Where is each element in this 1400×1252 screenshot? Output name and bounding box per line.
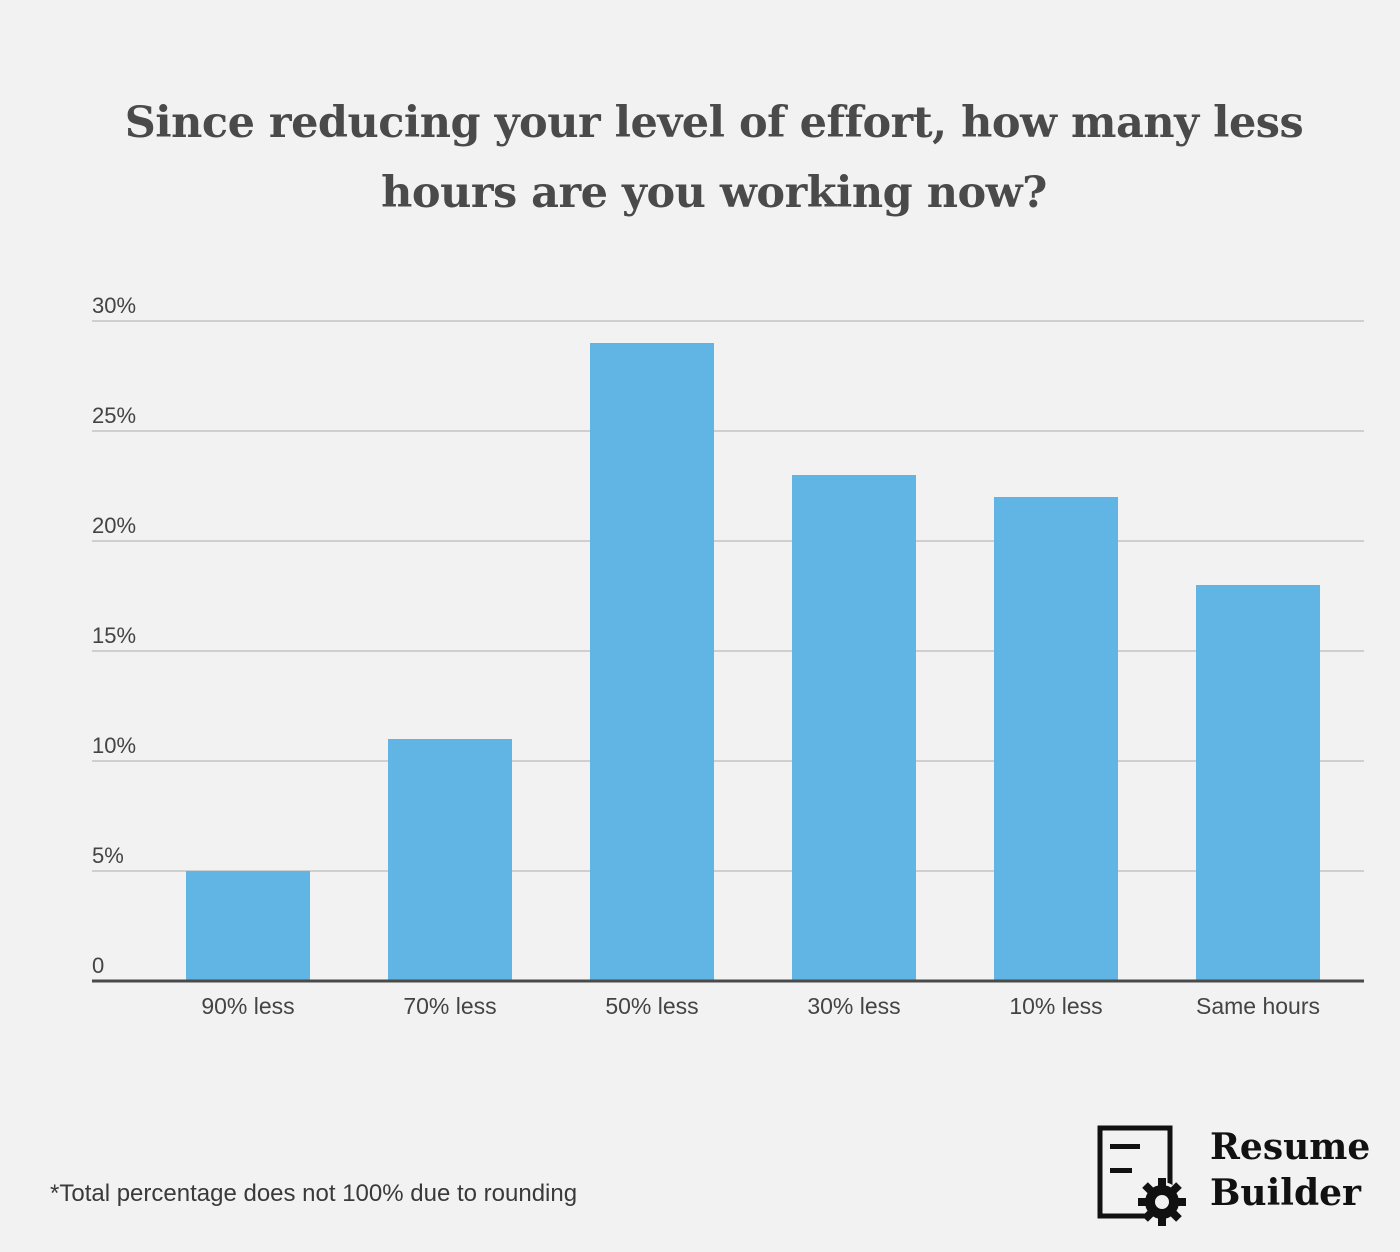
logo-wordmark: Resume Builder <box>1210 1124 1370 1216</box>
bar-chart: 0 5% 10% 15% 20% 25% 30% 90% less 70% less 50% le… <box>92 293 1364 1019</box>
y-tick-label: 25% <box>92 403 136 428</box>
bar <box>186 871 310 981</box>
x-tick-label: Same hours <box>1196 993 1320 1019</box>
y-tick-label: 0 <box>92 953 104 978</box>
bar <box>590 343 714 981</box>
x-tick-label: 90% less <box>201 993 294 1019</box>
footnote: *Total percentage does not 100% due to r… <box>50 1180 578 1207</box>
bar <box>792 475 916 981</box>
logo-line-1: Resume <box>1210 1126 1371 1168</box>
bar <box>1196 585 1320 981</box>
y-tick-label: 20% <box>92 513 136 538</box>
y-tick-label: 5% <box>92 843 124 868</box>
document-gear-icon <box>1097 1125 1186 1226</box>
x-tick-label: 70% less <box>403 993 496 1019</box>
y-tick-label: 30% <box>92 293 136 318</box>
logo-line-2: Builder <box>1210 1172 1361 1214</box>
bar <box>994 497 1118 981</box>
bar <box>388 739 512 981</box>
x-tick-label: 10% less <box>1009 993 1102 1019</box>
x-tick-label: 50% less <box>605 993 698 1019</box>
x-tick-label: 30% less <box>807 993 900 1019</box>
y-tick-label: 10% <box>92 733 136 758</box>
y-tick-label: 15% <box>92 623 136 648</box>
chart-title: Since reducing your level of effort, how… <box>124 98 1304 218</box>
resume-builder-logo: Resume Builder <box>1096 1124 1370 1228</box>
